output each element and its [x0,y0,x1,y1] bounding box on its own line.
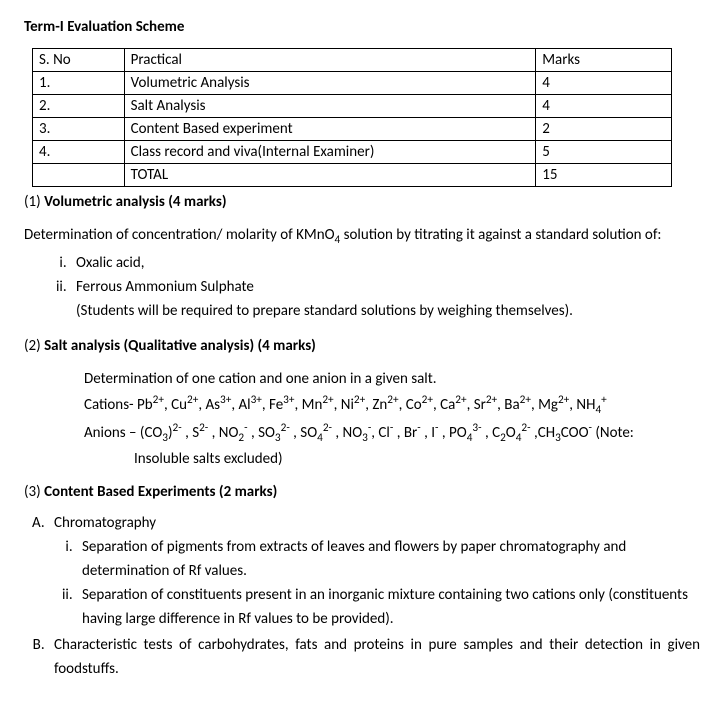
cell-sno: 2. [33,95,125,118]
section1-heading: (1) Volumetric analysis (4 marks) [24,193,700,211]
cell-marks: 15 [536,164,672,187]
section3-heading: (3) Content Based Experiments (2 marks) [24,483,700,501]
section3-prefix: (3) [24,483,44,501]
section2-cations: Cations- Pb2+, Cu2+, As3+, Al3+, Fe3+, M… [84,391,700,419]
header-sno: S. No [33,49,125,72]
section3-a-label: Chromatography [54,514,156,532]
cell-marks: 4 [536,95,672,118]
section3-item-a: Chromatography Separation of pigments fr… [48,511,700,631]
evaluation-table: S. No Practical Marks 1.Volumetric Analy… [32,48,672,187]
section2-anions: Anions – (CO3)2- , S2- , NO2- , SO32- , … [84,419,700,447]
section3-item-b: Characteristic tests of carbohydrates, f… [48,633,700,681]
section2-note-cont: Insoluble salts excluded) [134,447,700,471]
section1-title: Volumetric analysis (4 marks) [44,193,226,211]
section1-item: Oxalic acid, [70,251,700,275]
table-row: 4.Class record and viva(Internal Examine… [33,141,672,164]
section1-note: (Students will be required to prepare st… [76,302,573,320]
section1-item: Ferrous Ammonium Sulphate (Students will… [70,275,700,323]
section1-intro: Determination of concentration/ molarity… [24,223,700,249]
section3-list: Chromatography Separation of pigments fr… [24,511,700,681]
cell-sno: 1. [33,72,125,95]
cell-practical: Salt Analysis [124,95,536,118]
cell-marks: 4 [536,72,672,95]
page-title: Term-I Evaluation Scheme [24,18,700,36]
section3-a-sublist: Separation of pigments from extracts of … [54,535,700,631]
cell-sno [33,164,125,187]
section2-prefix: (2) [24,337,44,355]
table-row: TOTAL15 [33,164,672,187]
section3-a-subitem: Separation of constituents present in an… [76,583,700,631]
table-row: 3.Content Based experiment2 [33,118,672,141]
section1-list: Oxalic acid, Ferrous Ammonium Sulphate (… [24,251,700,323]
cell-marks: 5 [536,141,672,164]
section2-heading: (2) Salt analysis (Qualitative analysis)… [24,337,700,355]
table-header-row: S. No Practical Marks [33,49,672,72]
cell-marks: 2 [536,118,672,141]
section2-line1: Determination of one cation and one anio… [84,367,700,391]
section3-title: Content Based Experiments (2 marks) [44,483,277,501]
table-row: 1.Volumetric Analysis4 [33,72,672,95]
table-row: 2.Salt Analysis4 [33,95,672,118]
cell-sno: 3. [33,118,125,141]
section3-a-subitem: Separation of pigments from extracts of … [76,535,700,583]
header-practical: Practical [124,49,536,72]
cell-sno: 4. [33,141,125,164]
section2-body: Determination of one cation and one anio… [84,367,700,471]
section2-title: Salt analysis (Qualitative analysis) (4 … [44,337,316,355]
cell-practical: Content Based experiment [124,118,536,141]
cell-practical: TOTAL [124,164,536,187]
header-marks: Marks [536,49,672,72]
section1-item-text: Ferrous Ammonium Sulphate [76,278,254,296]
section1-prefix: (1) [24,193,44,211]
cell-practical: Class record and viva(Internal Examiner) [124,141,536,164]
cell-practical: Volumetric Analysis [124,72,536,95]
